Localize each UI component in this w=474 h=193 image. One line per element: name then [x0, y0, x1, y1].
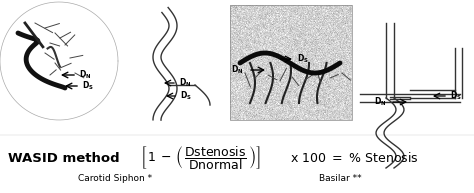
- Text: WASID method: WASID method: [8, 152, 119, 164]
- Text: $\mathbf{D_N}$: $\mathbf{D_N}$: [179, 77, 191, 89]
- Bar: [230, 5, 352, 120]
- Text: $\mathbf{D_S}$: $\mathbf{D_S}$: [180, 90, 192, 102]
- Text: $\mathbf{D_S}$: $\mathbf{D_S}$: [450, 90, 462, 102]
- PathPatch shape: [0, 2, 118, 120]
- Text: Basilar **: Basilar **: [319, 174, 361, 183]
- Text: $\mathbf{D_S}$: $\mathbf{D_S}$: [297, 53, 309, 65]
- Text: $\mathbf{D_N}$: $\mathbf{D_N}$: [374, 96, 386, 108]
- Text: $\mathbf{D_N}$: $\mathbf{D_N}$: [79, 69, 91, 81]
- Text: $\left[\,1\,-\,\left(\,\dfrac{\mathsf{Dstenosis}}{\mathsf{Dnormal}}\,\right)\rig: $\left[\,1\,-\,\left(\,\dfrac{\mathsf{Ds…: [140, 144, 261, 172]
- Text: Carotid Siphon *: Carotid Siphon *: [78, 174, 152, 183]
- Text: $\mathbf{D_S}$: $\mathbf{D_S}$: [82, 80, 94, 92]
- Text: $\mathsf{x\ 100\ =\ \%\ Stenosis}$: $\mathsf{x\ 100\ =\ \%\ Stenosis}$: [290, 151, 419, 165]
- Text: $\mathbf{D_N}$: $\mathbf{D_N}$: [230, 64, 243, 76]
